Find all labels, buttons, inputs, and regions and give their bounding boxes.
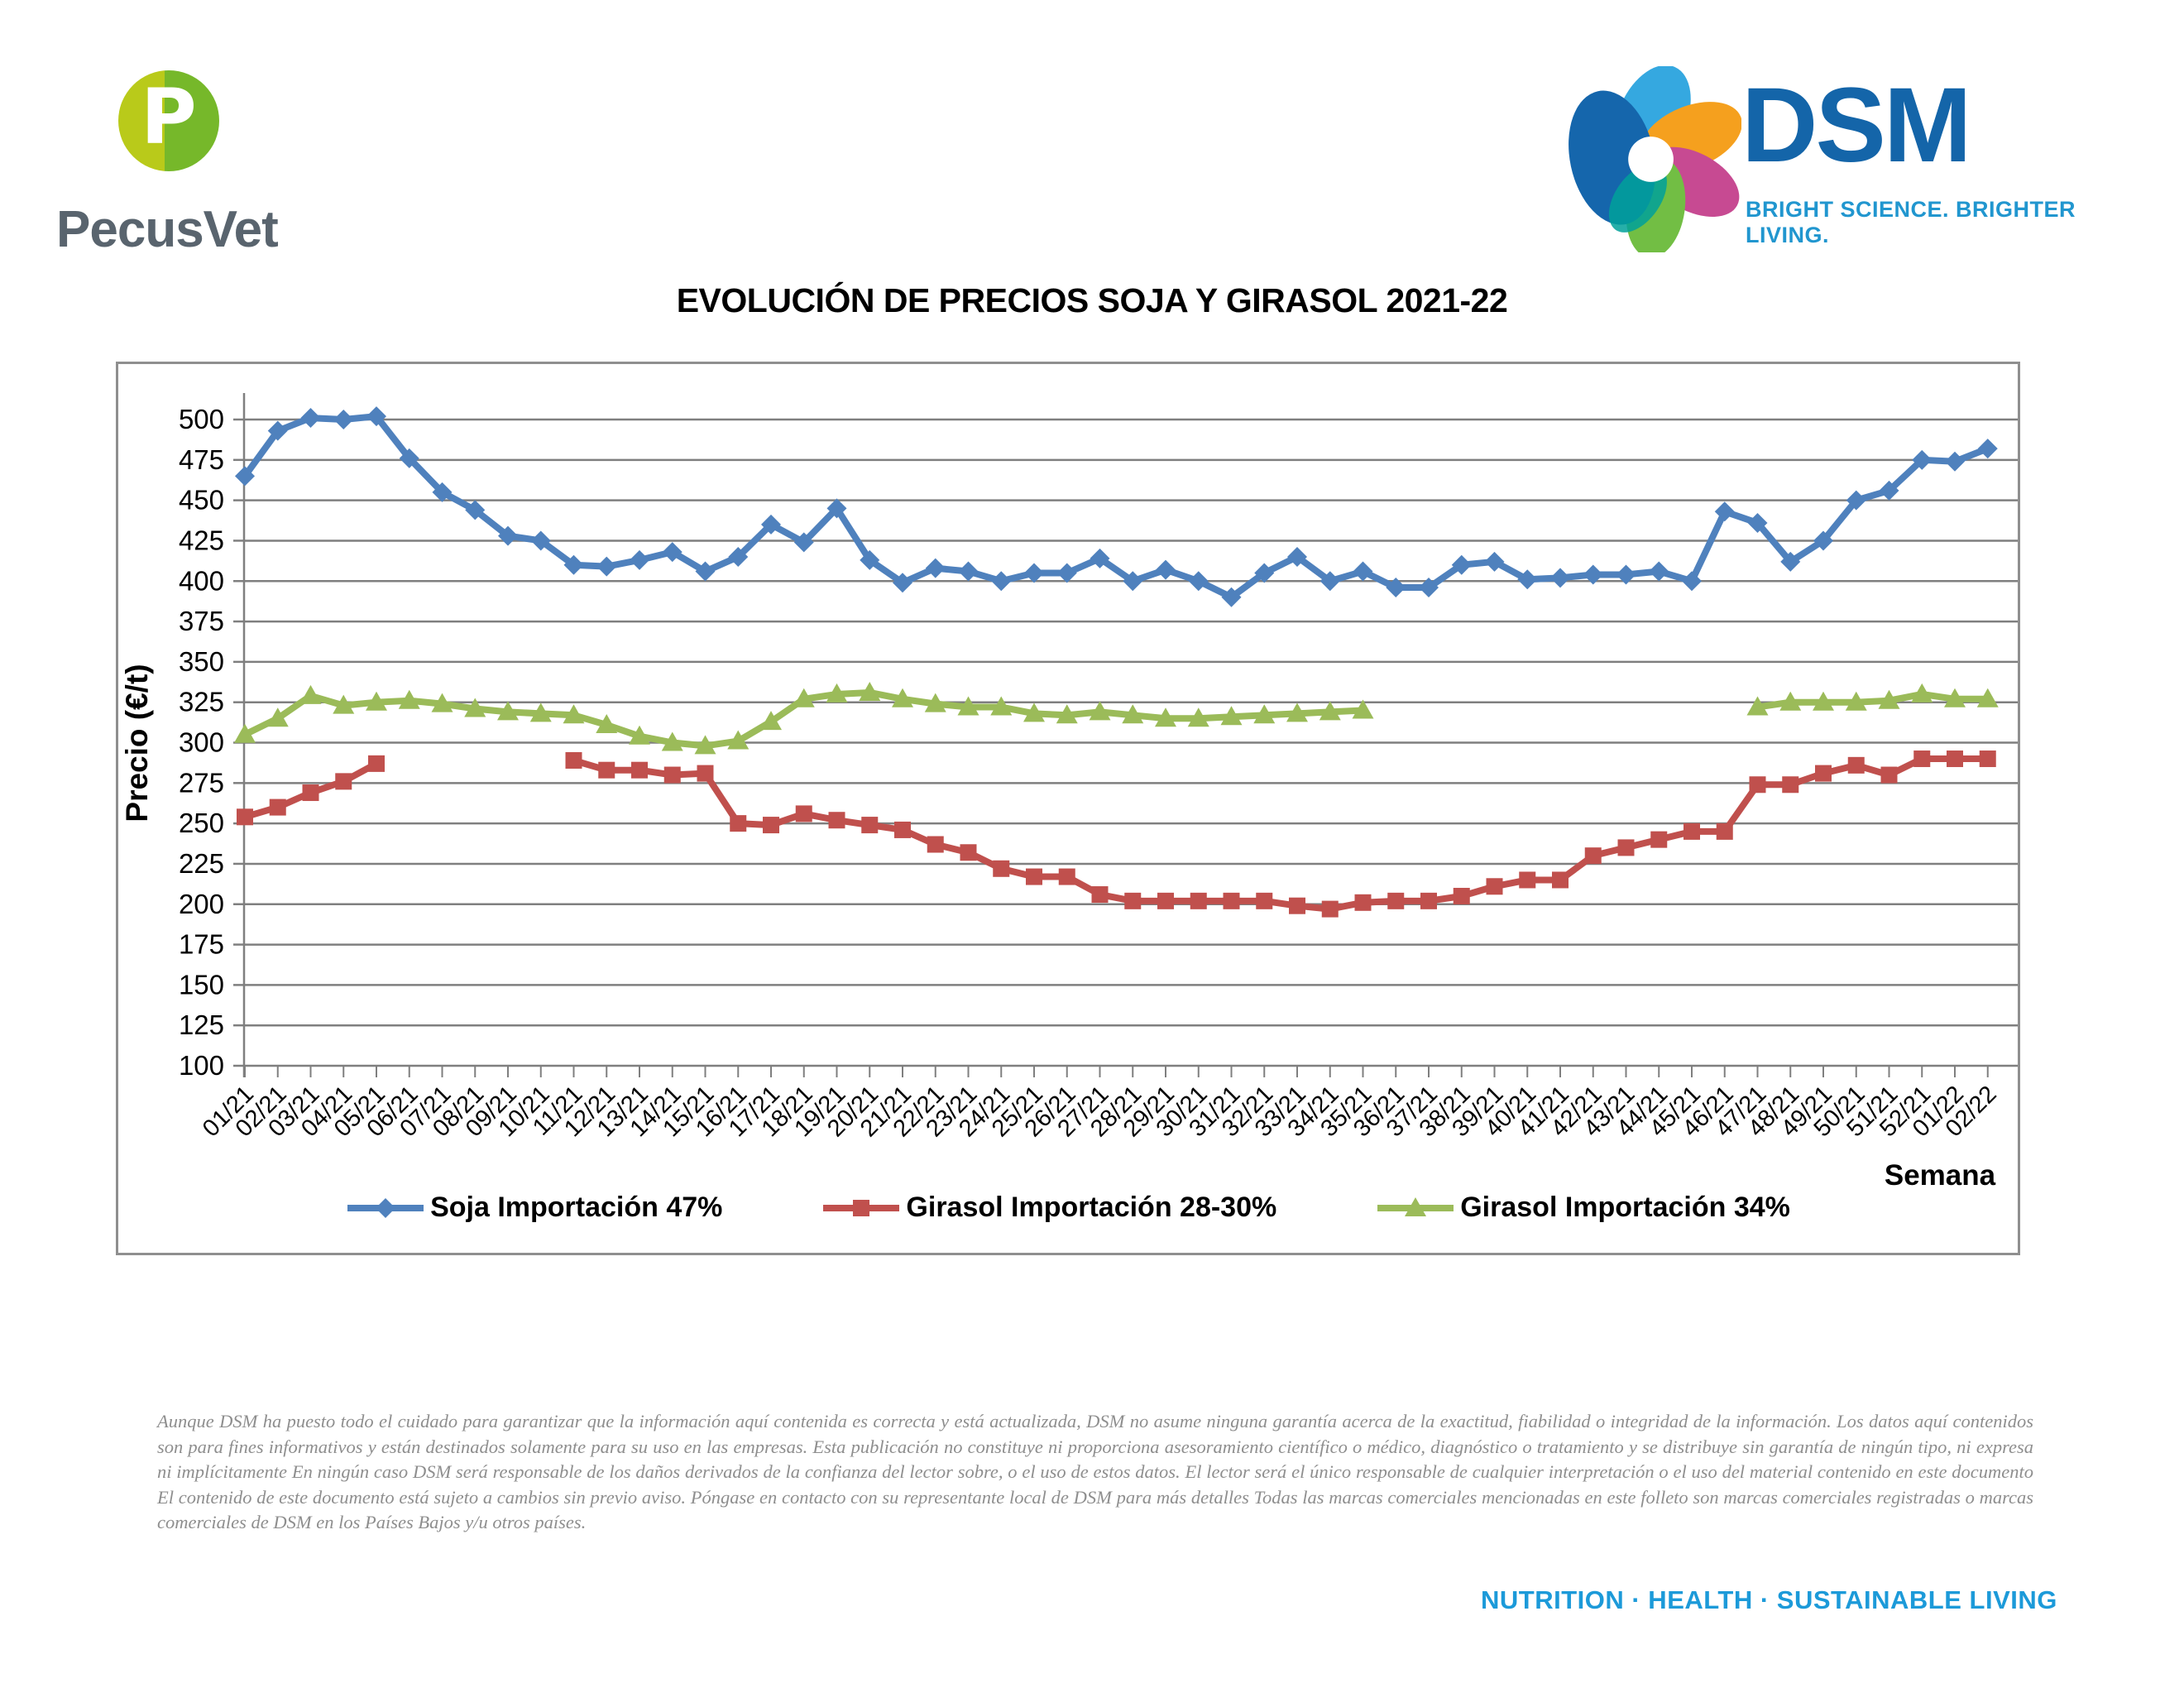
- legend-item-girasol-28-30: Girasol Importación 28-30%: [821, 1192, 1276, 1224]
- svg-text:475: 475: [179, 444, 224, 475]
- svg-text:450: 450: [179, 485, 224, 516]
- dsm-tagline: BRIGHT SCIENCE. BRIGHTER LIVING.: [1746, 197, 2076, 247]
- dsm-footer-tagline: NUTRITION · HEALTH · SUSTAINABLE LIVING: [1481, 1585, 2057, 1614]
- price-chart-container: 100 125 150 175 200 225 250 275 300 325 350 375 400 4…: [116, 362, 2020, 1255]
- svg-text:250: 250: [179, 808, 224, 838]
- chart-title: EVOLUCIÓN DE PRECIOS SOJA Y GIRASOL 2021…: [676, 281, 1508, 319]
- soja-line-swatch-icon: [347, 1197, 424, 1218]
- pecusvet-logo-letter: P: [141, 73, 197, 162]
- legend-item-girasol-34: Girasol Importación 34%: [1376, 1192, 1790, 1224]
- svg-text:125: 125: [179, 1009, 224, 1040]
- svg-text:200: 200: [179, 889, 224, 919]
- svg-text:325: 325: [179, 687, 224, 717]
- svg-text:500: 500: [179, 404, 224, 434]
- legal-disclaimer-text: Aunque DSM ha puesto todo el cuidado par…: [157, 1411, 2033, 1533]
- dsm-wordmark: DSM: [1741, 66, 1971, 185]
- svg-text:225: 225: [179, 848, 224, 879]
- legend-label-girasol-34: Girasol Importación 34%: [1460, 1192, 1790, 1223]
- svg-text:Precio (€/t): Precio (€/t): [120, 664, 154, 822]
- price-line-chart: 100 125 150 175 200 225 250 275 300 325 350 375 400 4…: [120, 393, 2018, 1192]
- svg-text:400: 400: [179, 565, 224, 596]
- legend-label-soja: Soja Importación 47%: [430, 1192, 723, 1223]
- girasol-28-30-line-swatch-icon: [823, 1199, 900, 1216]
- dsm-swirl-icon: [1569, 65, 1742, 258]
- svg-text:Semana: Semana: [1885, 1159, 1996, 1192]
- svg-text:300: 300: [179, 727, 224, 758]
- svg-text:150: 150: [179, 969, 224, 1000]
- svg-text:175: 175: [179, 929, 224, 960]
- svg-text:375: 375: [179, 606, 224, 636]
- pecusvet-wordmark: PecusVet: [56, 201, 279, 258]
- dsm-logo-block: DSM BRIGHT SCIENCE. BRIGHTER LIVING.: [1564, 65, 2143, 258]
- chart-legend: Soja Importación 47% Girasol Importación…: [118, 1192, 2018, 1224]
- svg-text:425: 425: [179, 525, 224, 555]
- svg-text:350: 350: [179, 646, 224, 677]
- legend-item-soja: Soja Importación 47%: [346, 1192, 722, 1224]
- legend-label-girasol-28-30: Girasol Importación 28-30%: [906, 1192, 1277, 1223]
- svg-text:275: 275: [179, 767, 224, 798]
- pecusvet-logo-icon: P: [118, 70, 219, 171]
- svg-text:100: 100: [179, 1050, 224, 1081]
- girasol-34-line-swatch-icon: [1377, 1196, 1454, 1216]
